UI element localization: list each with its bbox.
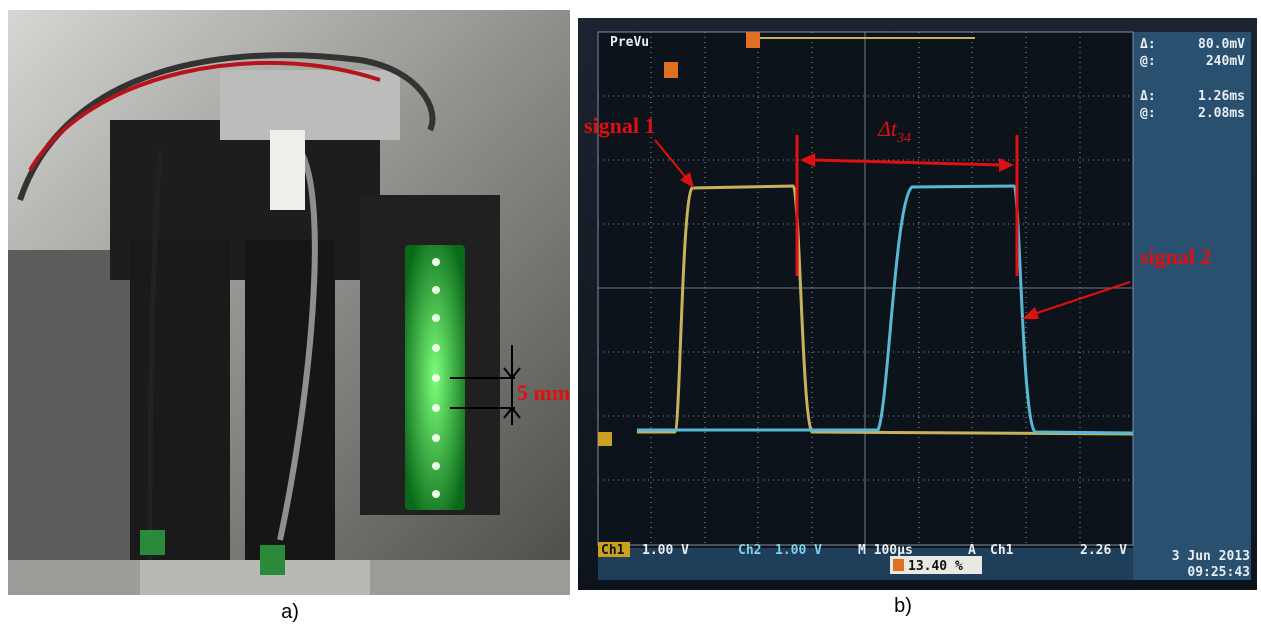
ch1-scale: 1.00 V <box>642 543 689 558</box>
panel-label: b) <box>894 595 912 617</box>
cursor-delta-symbol: Δ: <box>1140 37 1156 52</box>
trigger-mode: A <box>968 543 976 558</box>
signal-2-label: signal 2 <box>1140 244 1212 269</box>
ground-marker <box>598 432 612 446</box>
trigger-icon <box>664 62 678 78</box>
cursor-delta: 1.26ms <box>1198 89 1245 104</box>
scale-label: 5 mm <box>517 380 570 405</box>
trigger-position: 13.40 % <box>908 559 963 574</box>
ch1-name: Ch1 <box>601 543 625 558</box>
cursor-at-symbol: @: <box>1140 106 1156 121</box>
delta-t-subscript: 34 <box>896 131 911 146</box>
scope-grid <box>598 32 1133 545</box>
ch1-badge <box>598 542 630 557</box>
cursor-at: 240mV <box>1206 54 1245 69</box>
ch2-scale: 1.00 V <box>775 543 822 558</box>
scope-mode: PreVu <box>610 35 649 50</box>
delta-t-label: Δt34 <box>877 116 911 146</box>
trace-ch1 <box>637 184 1134 436</box>
cursor-delta: 80.0mV <box>1198 37 1245 52</box>
annotation-marks <box>654 135 1131 319</box>
scale-marker <box>450 345 521 425</box>
trigger-source: Ch1 <box>990 543 1014 558</box>
ch2-name: Ch2 <box>738 543 761 558</box>
trigger-level: 2.26 V <box>1080 543 1127 558</box>
trace-ch2 <box>637 184 1134 435</box>
panel-label: a) <box>281 601 299 623</box>
signal-1-label: signal 1 <box>584 113 656 138</box>
scope-time: 09:25:43 <box>1187 565 1250 580</box>
trigger-icon <box>893 559 904 571</box>
delta-t-symbol: Δt <box>877 116 898 141</box>
cursor-at-symbol: @: <box>1140 54 1156 69</box>
timebase: M 100μs <box>858 543 913 558</box>
photo-a <box>8 10 570 595</box>
scope-frame <box>597 31 1134 546</box>
trigger-icon <box>746 32 760 48</box>
trigger-position-box <box>890 556 982 574</box>
cursor-delta-symbol: Δ: <box>1140 89 1156 104</box>
cursor-at: 2.08ms <box>1198 106 1245 121</box>
scope-date: 3 Jun 2013 <box>1172 549 1250 564</box>
